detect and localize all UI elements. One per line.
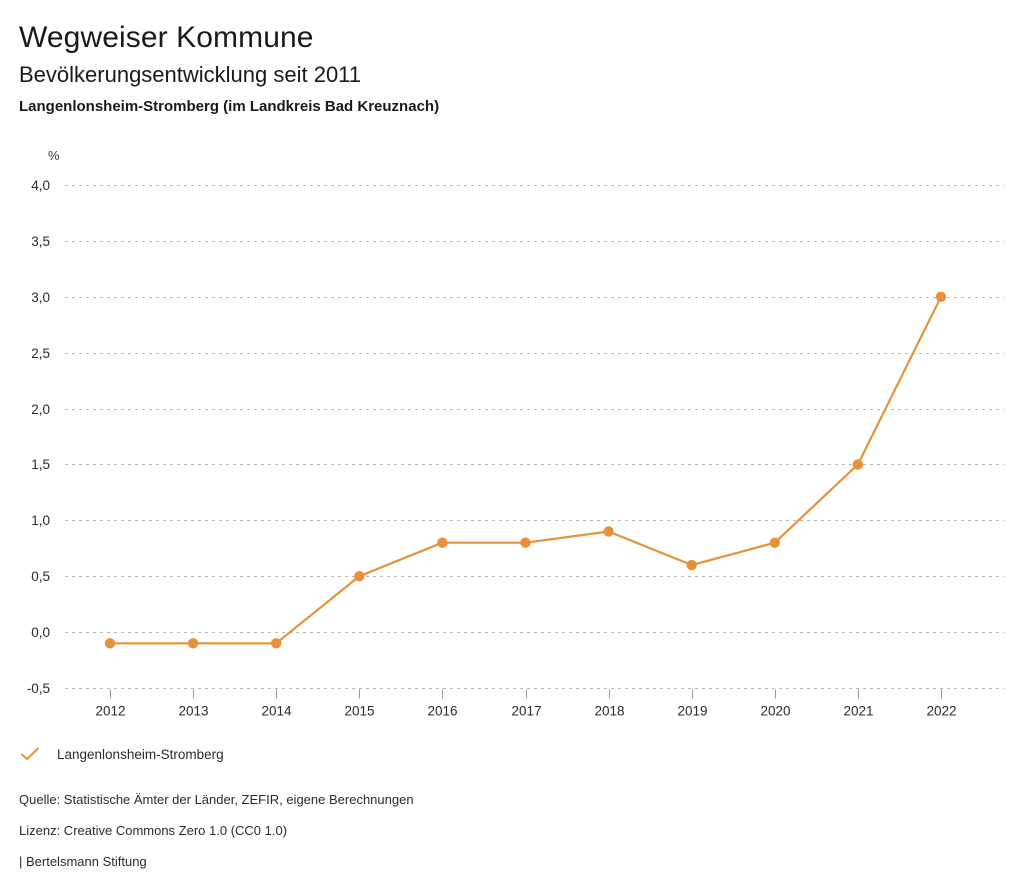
data-point[interactable] <box>852 459 864 470</box>
x-axis-tick-label: 2022 <box>926 704 956 719</box>
x-axis-tick-label: 2017 <box>511 704 541 719</box>
x-axis-tick-label: 2021 <box>843 704 873 719</box>
y-axis-tick-label: 0,0 <box>31 625 50 640</box>
gridlines <box>65 185 1004 689</box>
data-point[interactable] <box>935 291 947 302</box>
x-axis-tick-label: 2014 <box>261 704 292 719</box>
y-axis-unit-label: % <box>48 148 60 163</box>
y-axis-tick-label: 0,5 <box>31 569 50 584</box>
y-axis-tick-label: 2,5 <box>31 346 50 361</box>
y-axis-tick-label: 1,5 <box>31 457 50 472</box>
x-axis-tick-label: 2020 <box>760 704 790 719</box>
x-axis-tick-labels: 2012 2013 2014 2015 2016 2017 2018 2019 2020 2021… <box>95 704 956 719</box>
check-icon <box>19 746 41 762</box>
chart-legend[interactable]: Langenlonsheim-Stromberg <box>19 744 224 764</box>
x-axis-tick-marks <box>110 689 942 699</box>
page-title: Wegweiser Kommune <box>19 21 314 54</box>
y-axis-tick-label: 2,0 <box>31 402 50 417</box>
chart-plot-area: % 4,0 3,5 3,0 2,5 2,0 1,5 1,0 0,5 0,0 -0,5 2012 20… <box>27 148 1004 719</box>
x-axis-tick-label: 2015 <box>344 704 374 719</box>
footer-license: Lizenz: Creative Commons Zero 1.0 (CC0 1… <box>19 823 288 838</box>
data-point[interactable] <box>520 537 531 548</box>
data-point[interactable] <box>187 638 199 649</box>
data-point[interactable] <box>603 526 614 537</box>
data-point[interactable] <box>271 638 282 649</box>
legend-item-label: Langenlonsheim-Stromberg <box>57 746 224 762</box>
data-point[interactable] <box>769 537 780 548</box>
header: Wegweiser Kommune Bevölkerungsentwicklun… <box>19 0 439 116</box>
y-axis-tick-label: 3,0 <box>31 290 50 305</box>
x-axis-tick-label: 2013 <box>178 704 208 719</box>
y-axis-tick-label: 4,0 <box>31 178 50 193</box>
series-line <box>108 295 943 645</box>
y-axis-tick-label: 3,5 <box>31 234 50 249</box>
footer: Quelle: Statistische Ämter der Länder, Z… <box>19 784 999 877</box>
y-axis-tick-labels: 4,0 3,5 3,0 2,5 2,0 1,5 1,0 0,5 0,0 -0,5 <box>27 178 50 696</box>
y-axis-tick-label: -0,5 <box>27 681 50 696</box>
line-chart: % 4,03,53,02,52,01,51,00,50,0-0,5 2012 20… <box>27 148 1004 719</box>
chart-location: Langenlonsheim-Stromberg (im Landkreis B… <box>19 98 440 115</box>
data-point[interactable] <box>104 638 116 649</box>
x-axis-tick-label: 2018 <box>594 704 624 719</box>
data-point[interactable] <box>686 559 697 571</box>
footer-publisher: | Bertelsmann Stiftung <box>19 854 147 869</box>
y-axis-tick-label: 1,0 <box>31 513 50 528</box>
chart-subtitle: Bevölkerungsentwicklung seit 2011 <box>19 62 362 87</box>
x-axis-tick-label: 2016 <box>427 704 457 719</box>
x-axis-tick-label: 2019 <box>677 704 707 719</box>
data-point[interactable] <box>437 537 448 548</box>
data-point[interactable] <box>354 571 365 582</box>
x-axis-tick-label: 2012 <box>95 704 125 719</box>
footer-source: Quelle: Statistische Ämter der Länder, Z… <box>19 792 414 807</box>
data-series-group <box>104 291 947 649</box>
